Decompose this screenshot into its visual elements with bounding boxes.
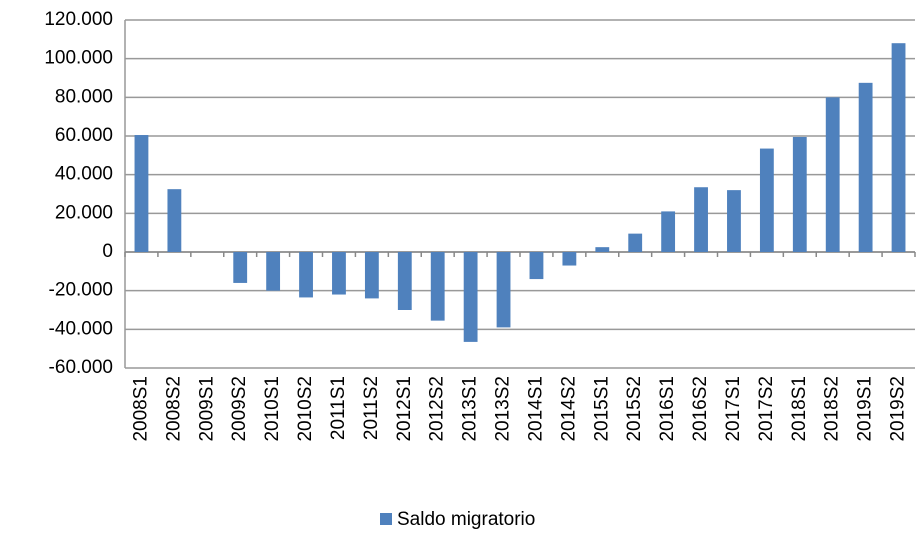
x-tick-label: 2015S1	[591, 376, 612, 442]
bar	[463, 252, 478, 342]
x-tick-label: 2009S2	[229, 376, 250, 442]
y-tick-label: 60.000	[55, 125, 113, 146]
bar	[825, 97, 840, 252]
y-tick-label: -20.000	[49, 280, 113, 301]
bar	[332, 252, 346, 295]
x-tick-label: 2012S1	[394, 376, 415, 442]
x-tick-label: 2013S1	[460, 376, 481, 442]
bar	[134, 135, 149, 252]
x-tick-label: 2014S2	[558, 376, 579, 442]
bar	[891, 43, 906, 253]
x-tick-label: 2009S1	[196, 376, 217, 442]
y-tick-label: 0	[102, 241, 113, 262]
x-tick-label: 2017S2	[756, 376, 777, 442]
bar	[430, 252, 445, 321]
y-tick-label: 40.000	[55, 164, 113, 185]
legend-label: Saldo migratorio	[397, 509, 535, 530]
bar	[628, 233, 643, 252]
x-tick-label: 2016S2	[690, 376, 711, 442]
bar	[661, 211, 676, 252]
x-tick-label: 2010S1	[262, 376, 283, 442]
x-tick-label: 2012S2	[427, 376, 448, 442]
x-tick-label: 2016S1	[657, 376, 678, 442]
x-tick-label: 2015S2	[624, 376, 645, 442]
y-tick-label: 80.000	[55, 86, 113, 107]
x-tick-label: 2019S2	[888, 376, 909, 442]
bar	[167, 189, 182, 252]
x-tick-label: 2010S2	[295, 376, 316, 442]
x-tick-label: 2008S2	[163, 376, 184, 442]
x-tick-label: 2008S1	[130, 376, 151, 442]
bar	[233, 252, 248, 283]
bar	[397, 252, 412, 310]
x-tick-label: 2011S2	[361, 376, 382, 440]
bar	[858, 82, 873, 252]
bar	[792, 136, 807, 252]
x-tick-label: 2019S1	[855, 376, 876, 442]
legend-swatch	[380, 513, 392, 525]
bar	[496, 252, 511, 328]
bar	[529, 252, 544, 280]
bar	[299, 252, 313, 298]
x-tick-label: 2014S1	[525, 376, 546, 442]
y-tick-label: 20.000	[55, 202, 113, 223]
bar	[759, 148, 774, 252]
y-tick-label: -40.000	[49, 318, 113, 339]
bar	[562, 252, 577, 266]
bar	[595, 247, 610, 252]
y-tick-label: 120.000	[44, 9, 113, 30]
bar	[727, 190, 741, 252]
x-tick-label: 2013S2	[493, 376, 514, 442]
bar	[266, 252, 281, 291]
x-tick-label: 2017S1	[723, 376, 744, 442]
x-tick-label: 2018S2	[822, 376, 843, 442]
y-tick-label: 100.000	[44, 48, 113, 69]
x-tick-label: 2011S1	[328, 376, 349, 440]
bar	[364, 252, 379, 299]
bar	[694, 187, 708, 252]
x-tick-label: 2018S1	[789, 376, 810, 442]
y-tick-label: -60.000	[49, 357, 113, 378]
